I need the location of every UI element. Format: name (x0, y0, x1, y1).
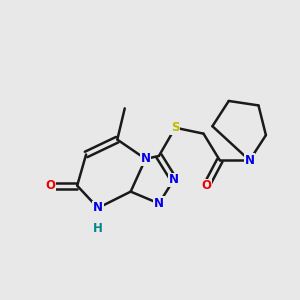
Text: N: N (140, 152, 151, 165)
Text: N: N (169, 173, 179, 186)
Text: N: N (154, 197, 164, 210)
Text: N: N (244, 154, 255, 167)
Text: H: H (93, 222, 103, 235)
Text: N: N (93, 202, 103, 214)
Text: S: S (171, 121, 179, 134)
Text: O: O (45, 179, 56, 192)
Text: O: O (202, 179, 212, 192)
